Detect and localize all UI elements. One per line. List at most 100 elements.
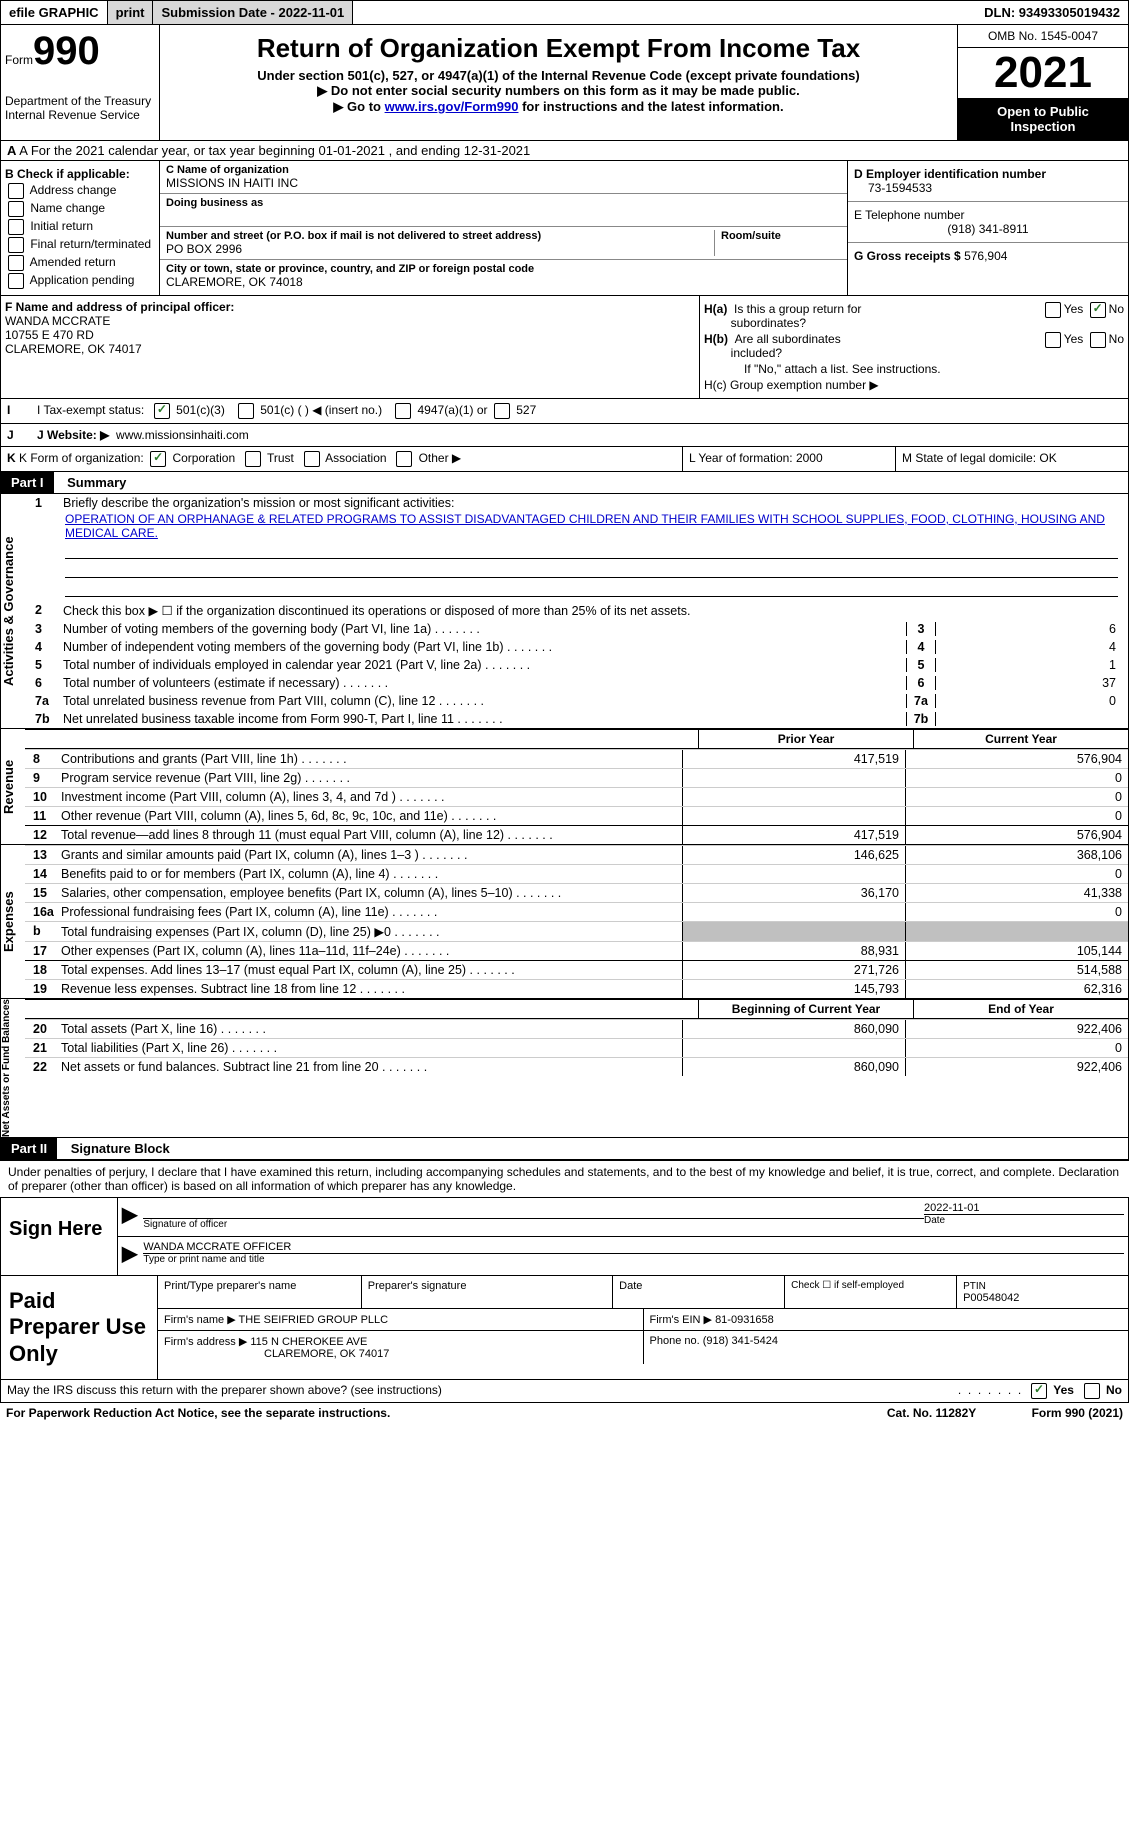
cb-app-pending[interactable]: Application pending [5, 273, 155, 289]
vlabel-expenses: Expenses [1, 845, 25, 998]
firm-addr: 115 N CHEROKEE AVE [250, 1336, 367, 1348]
sub3-prefix: ▶ Go to [333, 99, 384, 114]
part2-header: Part II [1, 1138, 57, 1159]
header-right: OMB No. 1545-0047 2021 Open to Public In… [957, 25, 1128, 140]
rev-line-10: 10Investment income (Part VIII, column (… [25, 787, 1128, 806]
org-name: MISSIONS IN HAITI INC [166, 176, 841, 190]
exp-line-17: 17Other expenses (Part IX, column (A), l… [25, 941, 1128, 960]
col-begin: Beginning of Current Year [698, 1000, 913, 1018]
website-value: www.missionsinhaiti.com [116, 428, 249, 442]
dept-label: Department of the Treasury Internal Reve… [5, 94, 155, 122]
ha-yes[interactable]: Yes [1042, 302, 1084, 330]
perjury-declaration: Under penalties of perjury, I declare th… [0, 1160, 1129, 1197]
cb-trust[interactable]: Trust [242, 451, 294, 465]
mission-blank-2 [65, 563, 1118, 578]
hb-yes[interactable]: Yes [1042, 332, 1084, 360]
inspection-label: Open to Public Inspection [958, 98, 1128, 140]
subtitle-3: ▶ Go to www.irs.gov/Form990 for instruct… [164, 99, 953, 115]
ptin-label: PTIN [963, 1281, 986, 1292]
arrow-icon-2: ▶ [122, 1241, 137, 1271]
summary-net: Net Assets or Fund Balances Beginning of… [0, 999, 1129, 1138]
cb-501c3[interactable]: 501(c)(3) [151, 403, 225, 419]
mission-blank-1 [65, 544, 1118, 559]
firm-ein: 81-0931658 [715, 1314, 774, 1326]
hb-no[interactable]: No [1087, 332, 1124, 360]
box-b-title: B Check if applicable: [5, 167, 130, 181]
cb-assoc[interactable]: Association [301, 451, 387, 465]
ha-no[interactable]: No [1087, 302, 1124, 330]
ein-label: D Employer identification number [854, 167, 1046, 181]
form-number: 990 [33, 29, 100, 73]
dba-label: Doing business as [166, 197, 841, 209]
firm-name-label: Firm's name ▶ [164, 1314, 236, 1326]
city-value: CLAREMORE, OK 74018 [166, 275, 841, 289]
box-h: H(a) Is this a group return for subordin… [700, 296, 1128, 398]
col-prior: Prior Year [698, 730, 913, 748]
self-employed-check[interactable]: Check ☐ if self-employed [785, 1276, 957, 1308]
room-label: Room/suite [721, 230, 841, 242]
hc-line: H(c) Group exemption number ▶ [704, 378, 1124, 392]
discuss-text: May the IRS discuss this return with the… [7, 1383, 958, 1399]
prep-sig-label: Preparer's signature [368, 1280, 467, 1292]
cb-501c[interactable]: 501(c) ( ) ◀ (insert no.) [235, 403, 382, 419]
date-label: Date [924, 1214, 1124, 1226]
exp-line-b: bTotal fundraising expenses (Part IX, co… [25, 921, 1128, 941]
gov-line-4: 4Number of independent voting members of… [25, 638, 1128, 656]
gross-value: 576,904 [964, 249, 1007, 263]
firm-name: THE SEIFRIED GROUP PLLC [239, 1314, 389, 1326]
hb-note: If "No," attach a list. See instructions… [704, 362, 1124, 376]
section-fh: F Name and address of principal officer:… [0, 296, 1129, 399]
col-current: Current Year [913, 730, 1128, 748]
form-header: Form990 Department of the Treasury Inter… [0, 25, 1129, 141]
tax-year: 2021 [958, 48, 1128, 98]
addr-label: Number and street (or P.O. box if mail i… [166, 230, 714, 242]
state-domicile: M State of legal domicile: OK [896, 447, 1128, 471]
officer-label: F Name and address of principal officer: [5, 300, 234, 314]
cb-initial-return[interactable]: Initial return [5, 219, 155, 235]
org-name-label: C Name of organization [166, 164, 841, 176]
subtitle-2: ▶ Do not enter social security numbers o… [164, 83, 953, 99]
exp-line-16a: 16aProfessional fundraising fees (Part I… [25, 902, 1128, 921]
prep-date-label: Date [619, 1280, 642, 1292]
vlabel-revenue: Revenue [1, 729, 25, 844]
section-bcd: B Check if applicable: Address change Na… [0, 161, 1129, 296]
cb-other[interactable]: Other ▶ [393, 451, 461, 465]
print-button[interactable]: print [108, 1, 154, 24]
part1-header: Part I [1, 472, 54, 493]
cb-address-change[interactable]: Address change [5, 183, 155, 199]
irs-link[interactable]: www.irs.gov/Form990 [385, 99, 519, 114]
footer-final: For Paperwork Reduction Act Notice, see … [0, 1403, 1129, 1423]
prep-name-label: Print/Type preparer's name [164, 1280, 296, 1292]
gov-line-7b: 7bNet unrelated business taxable income … [25, 710, 1128, 728]
year-formation: L Year of formation: 2000 [683, 447, 896, 471]
form-ref: Form 990 (2021) [1032, 1406, 1123, 1420]
subtitle-1: Under section 501(c), 527, or 4947(a)(1)… [164, 68, 953, 83]
addr-value: PO BOX 2996 [166, 242, 714, 256]
vlabel-net: Net Assets or Fund Balances [1, 999, 25, 1137]
ptin-value: P00548042 [963, 1292, 1019, 1304]
paid-preparer-section: Paid Preparer Use Only Print/Type prepar… [0, 1276, 1129, 1380]
firm-city: CLAREMORE, OK 74017 [164, 1348, 389, 1360]
cb-final-return[interactable]: Final return/terminated [5, 237, 155, 253]
net-line-22: 22Net assets or fund balances. Subtract … [25, 1057, 1128, 1076]
form-label: Form [5, 53, 33, 67]
gov-line-7a: 7aTotal unrelated business revenue from … [25, 692, 1128, 710]
cb-4947[interactable]: 4947(a)(1) or [392, 403, 487, 419]
arrow-icon: ▶ [122, 1202, 137, 1232]
firm-ein-label: Firm's EIN ▶ [650, 1314, 713, 1326]
cb-name-change[interactable]: Name change [5, 201, 155, 217]
rev-line-11: 11Other revenue (Part VIII, column (A), … [25, 806, 1128, 825]
paid-preparer-label: Paid Preparer Use Only [1, 1276, 158, 1379]
tel-value: (918) 341-8911 [854, 222, 1122, 236]
gov-line-3: 3Number of voting members of the governi… [25, 620, 1128, 638]
cb-amended-return[interactable]: Amended return [5, 255, 155, 271]
exp-line-19: 19Revenue less expenses. Subtract line 1… [25, 979, 1128, 998]
discuss-yes[interactable]: Yes [1028, 1383, 1074, 1399]
cb-corp[interactable]: Corporation [147, 451, 235, 465]
header-mid: Return of Organization Exempt From Incom… [160, 25, 957, 140]
rev-line-8: 8Contributions and grants (Part VIII, li… [25, 749, 1128, 768]
firm-phone: (918) 341-5424 [703, 1335, 778, 1347]
header-left: Form990 Department of the Treasury Inter… [1, 25, 160, 140]
discuss-no[interactable]: No [1081, 1383, 1122, 1399]
cb-527[interactable]: 527 [491, 403, 536, 419]
